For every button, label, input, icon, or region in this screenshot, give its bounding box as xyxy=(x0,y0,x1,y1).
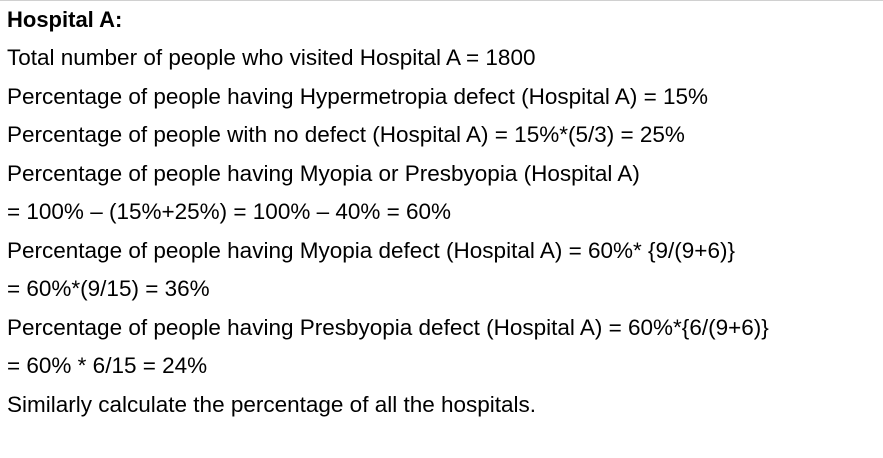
section-heading: Hospital A: xyxy=(7,7,123,32)
myopia-or-presbyopia-line: Percentage of people having Myopia or Pr… xyxy=(7,160,640,186)
hypermetropia-percentage-line: Percentage of people having Hypermetropi… xyxy=(7,83,709,109)
myopia-or-presbyopia-result-line: = 100% – (15%+25%) = 100% – 40% = 60% xyxy=(7,199,452,224)
top-border-rule xyxy=(0,0,883,1)
solution-document: Hospital A: Total number of people who v… xyxy=(7,5,877,424)
conclusion-line: Similarly calculate the percentage of al… xyxy=(7,391,537,417)
presbyopia-percentage-line: Percentage of people having Presbyopia d… xyxy=(7,314,769,340)
myopia-percentage-line: Percentage of people having Myopia defec… xyxy=(7,237,735,263)
myopia-result-line: = 60%*(9/15) = 36% xyxy=(7,276,210,301)
no-defect-percentage-line: Percentage of people with no defect (Hos… xyxy=(7,122,685,147)
presbyopia-result-line: = 60% * 6/15 = 24% xyxy=(7,353,208,378)
total-visitors-line: Total number of people who visited Hospi… xyxy=(7,45,536,70)
